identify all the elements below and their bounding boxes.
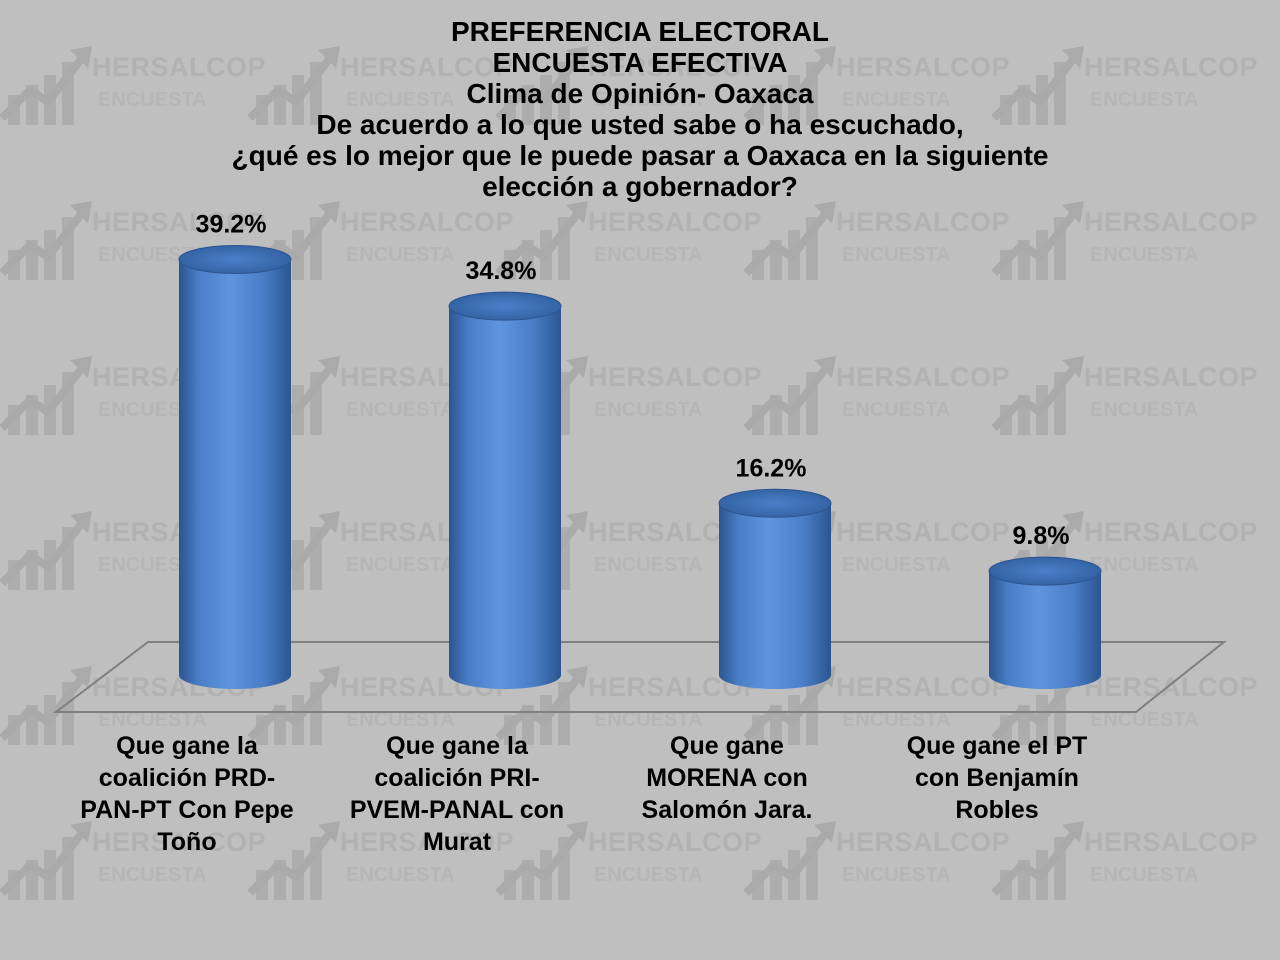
chart-title: PREFERENCIA ELECTORAL ENCUESTA EFECTIVA …	[90, 16, 1190, 202]
bar-2	[448, 291, 562, 689]
bar-body	[719, 503, 831, 689]
bar-4	[988, 556, 1102, 689]
value-labels-group: 39.2% 34.8% 16.2% 9.8%	[196, 210, 1070, 550]
title-line-1: PREFERENCIA ELECTORAL	[450, 16, 830, 47]
bar-body	[179, 259, 291, 689]
title-line-2: ENCUESTA EFECTIVA	[492, 47, 788, 78]
bar-top-cap	[988, 556, 1102, 586]
category-label-line: Salomón Jara.	[641, 796, 813, 824]
category-label-3: Que gane MORENA con Salomón Jara.	[597, 730, 857, 826]
category-label-line: PVEM-PANAL con	[349, 796, 565, 824]
category-label-1: Que gane la coalición PRD- PAN-PT Con Pepe…	[57, 730, 317, 858]
bar-top-cap	[448, 291, 562, 321]
category-label-line: Que gane la	[116, 732, 258, 760]
category-label-line: coalición PRI-	[374, 764, 540, 792]
value-label-2: 34.8%	[466, 257, 537, 285]
category-label-line: MORENA con	[646, 764, 808, 792]
category-label-line: PAN-PT Con Pepe	[80, 796, 294, 824]
value-label-1: 39.2%	[196, 210, 267, 238]
title-line-6: elección a gobernador?	[482, 171, 798, 202]
bar-1	[178, 244, 292, 689]
title-line-3: Clima de Opinión- Oaxaca	[466, 78, 814, 109]
category-label-4: Que gane el PT con Benjamín Robles	[867, 730, 1127, 826]
floor-plane	[53, 641, 1227, 713]
category-label-line: con Benjamín	[915, 764, 1079, 792]
title-line-4: De acuerdo a lo que usted sabe o ha escu…	[316, 109, 964, 140]
category-label-line: Que gane el PT	[906, 732, 1088, 760]
category-label-line: Que gane	[670, 732, 784, 760]
bars-group	[178, 244, 1102, 689]
bar-body	[989, 571, 1101, 689]
category-label-line: Que gane la	[386, 732, 528, 760]
chart-floor	[53, 641, 1227, 713]
category-label-line: coalición PRD-	[98, 764, 276, 792]
value-label-4: 9.8%	[1013, 522, 1070, 550]
value-label-3: 16.2%	[736, 454, 807, 482]
category-label-line: Robles	[955, 796, 1039, 824]
title-line-5: ¿qué es lo mejor que le puede pasar a Oa…	[231, 140, 1049, 171]
bar-top-cap	[178, 244, 292, 274]
bar-3	[718, 488, 832, 689]
bar-top-cap	[718, 488, 832, 518]
category-label-2: Que gane la coalición PRI- PVEM-PANAL con M…	[327, 730, 587, 858]
bar-body	[449, 306, 561, 689]
category-label-line: Murat	[422, 828, 492, 856]
category-label-line: Toño	[157, 828, 217, 856]
